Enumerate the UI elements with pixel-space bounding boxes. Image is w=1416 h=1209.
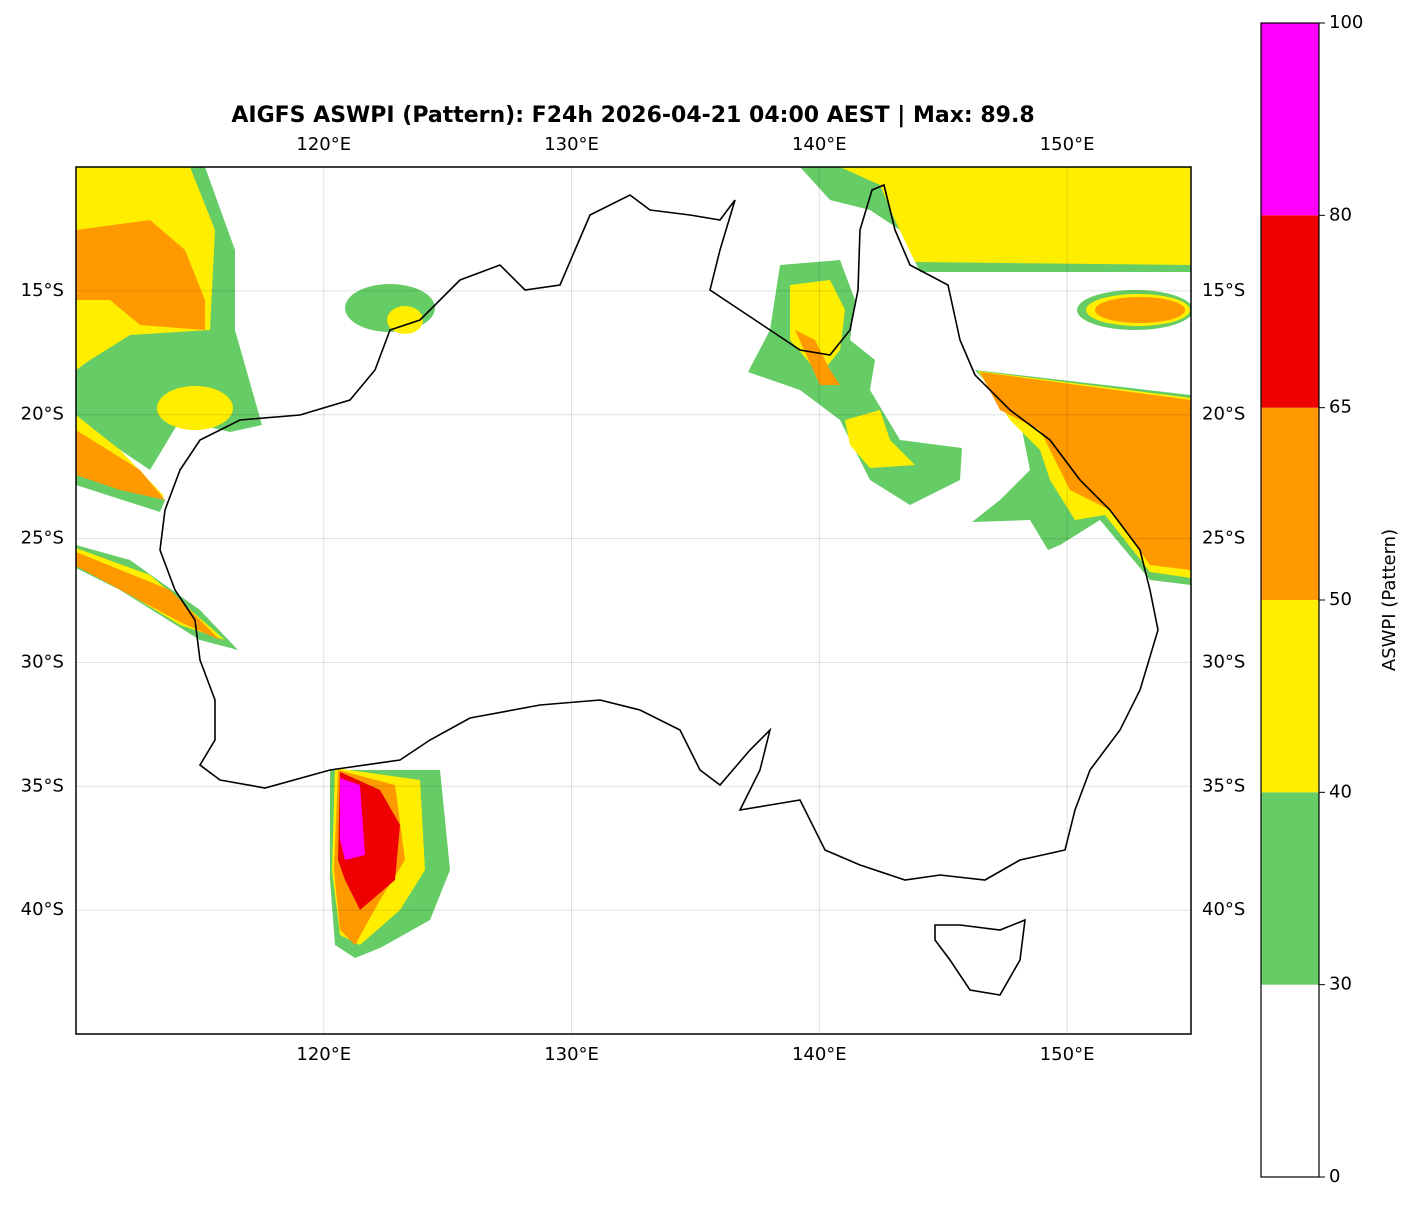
x-tick-label: 150°E — [1040, 1044, 1095, 1065]
y-tick-label: 35°S — [1202, 775, 1245, 796]
y-tick-label: 20°S — [1202, 404, 1245, 425]
x-tick-label: 130°E — [544, 1044, 599, 1065]
y-tick-label: 30°S — [21, 651, 64, 672]
x-tick-label: 140°E — [792, 134, 847, 155]
x-tick-label: 120°E — [296, 1044, 351, 1065]
level-area — [157, 386, 233, 430]
colorbar-tick-label: 40 — [1329, 781, 1352, 802]
x-tick-label: 150°E — [1040, 134, 1095, 155]
level-area — [76, 167, 1191, 945]
y-tick-label: 25°S — [1202, 528, 1245, 549]
y-tick-label: 15°S — [1202, 280, 1245, 301]
colorbar-segment — [1261, 984, 1319, 1177]
y-tick-label: 20°S — [21, 404, 64, 425]
chart-title: AIGFS ASWPI (Pattern): F24h 2026-04-21 0… — [231, 103, 1034, 128]
colorbar-segment — [1261, 215, 1319, 408]
level-area — [1095, 297, 1185, 323]
hazard-fields — [76, 167, 1191, 958]
y-tick-label: 25°S — [21, 528, 64, 549]
colorbar-segment — [1261, 792, 1319, 985]
level-area — [340, 778, 365, 860]
colorbar-segment — [1261, 600, 1319, 793]
tasmania-outline — [934, 918, 1026, 996]
level-area — [387, 306, 423, 334]
colorbar-tick-label: 0 — [1329, 1166, 1340, 1187]
colorbar-segment — [1261, 407, 1319, 600]
x-tick-label: 130°E — [544, 134, 599, 155]
colorbar-tick-label: 80 — [1329, 204, 1352, 225]
y-tick-label: 35°S — [21, 775, 64, 796]
x-tick-label: 120°E — [296, 134, 351, 155]
colorbar-segment — [1261, 23, 1319, 216]
y-tick-label: 30°S — [1202, 651, 1245, 672]
level-area — [76, 167, 1191, 958]
coastline — [159, 183, 1159, 996]
x-tick-label: 140°E — [792, 1044, 847, 1065]
plot-frame — [75, 166, 1192, 1035]
level-area — [76, 220, 1191, 945]
australia-outline — [159, 183, 1159, 881]
colorbar-tick-label: 30 — [1329, 974, 1352, 995]
colorbar-tick-label: 50 — [1329, 589, 1352, 610]
y-tick-label: 40°S — [21, 899, 64, 920]
y-tick-label: 15°S — [21, 280, 64, 301]
colorbar-label: ASWPI (Pattern) — [1379, 529, 1400, 671]
colorbar-tick-label: 100 — [1329, 12, 1363, 33]
y-tick-label: 40°S — [1202, 899, 1245, 920]
colorbar-tick-label: 65 — [1329, 397, 1352, 418]
